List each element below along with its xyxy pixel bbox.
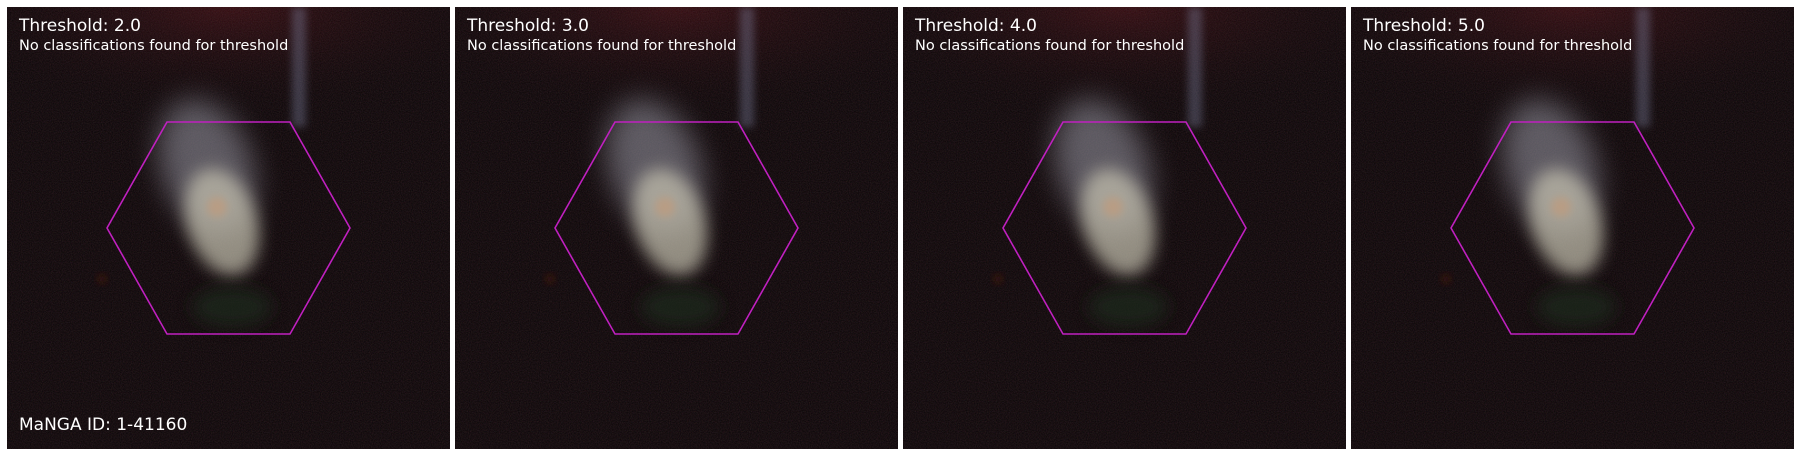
ifu-hexagon bbox=[106, 121, 351, 335]
classification-status: No classifications found for threshold bbox=[915, 38, 1185, 54]
threshold-label: Threshold: 5.0 bbox=[1363, 16, 1485, 36]
galaxy-image bbox=[903, 7, 1346, 449]
ifu-hexagon bbox=[554, 121, 799, 335]
galaxy-image bbox=[7, 7, 450, 449]
threshold-label: Threshold: 4.0 bbox=[915, 16, 1037, 36]
ifu-hexagon bbox=[1002, 121, 1247, 335]
ifu-hexagon bbox=[1450, 121, 1695, 335]
panel-threshold-3: Threshold: 3.0 No classifications found … bbox=[455, 7, 898, 449]
galaxy-image bbox=[455, 7, 898, 449]
classification-status: No classifications found for threshold bbox=[1363, 38, 1633, 54]
threshold-label: Threshold: 2.0 bbox=[19, 16, 141, 36]
threshold-label: Threshold: 3.0 bbox=[467, 16, 589, 36]
panel-threshold-2: Threshold: 2.0 No classifications found … bbox=[7, 7, 450, 449]
galaxy-image bbox=[1351, 7, 1794, 449]
classification-status: No classifications found for threshold bbox=[19, 38, 289, 54]
classification-status: No classifications found for threshold bbox=[467, 38, 737, 54]
panel-threshold-5: Threshold: 5.0 No classifications found … bbox=[1351, 7, 1794, 449]
manga-id-label: MaNGA ID: 1-41160 bbox=[19, 415, 188, 435]
panel-threshold-4: Threshold: 4.0 No classifications found … bbox=[903, 7, 1346, 449]
